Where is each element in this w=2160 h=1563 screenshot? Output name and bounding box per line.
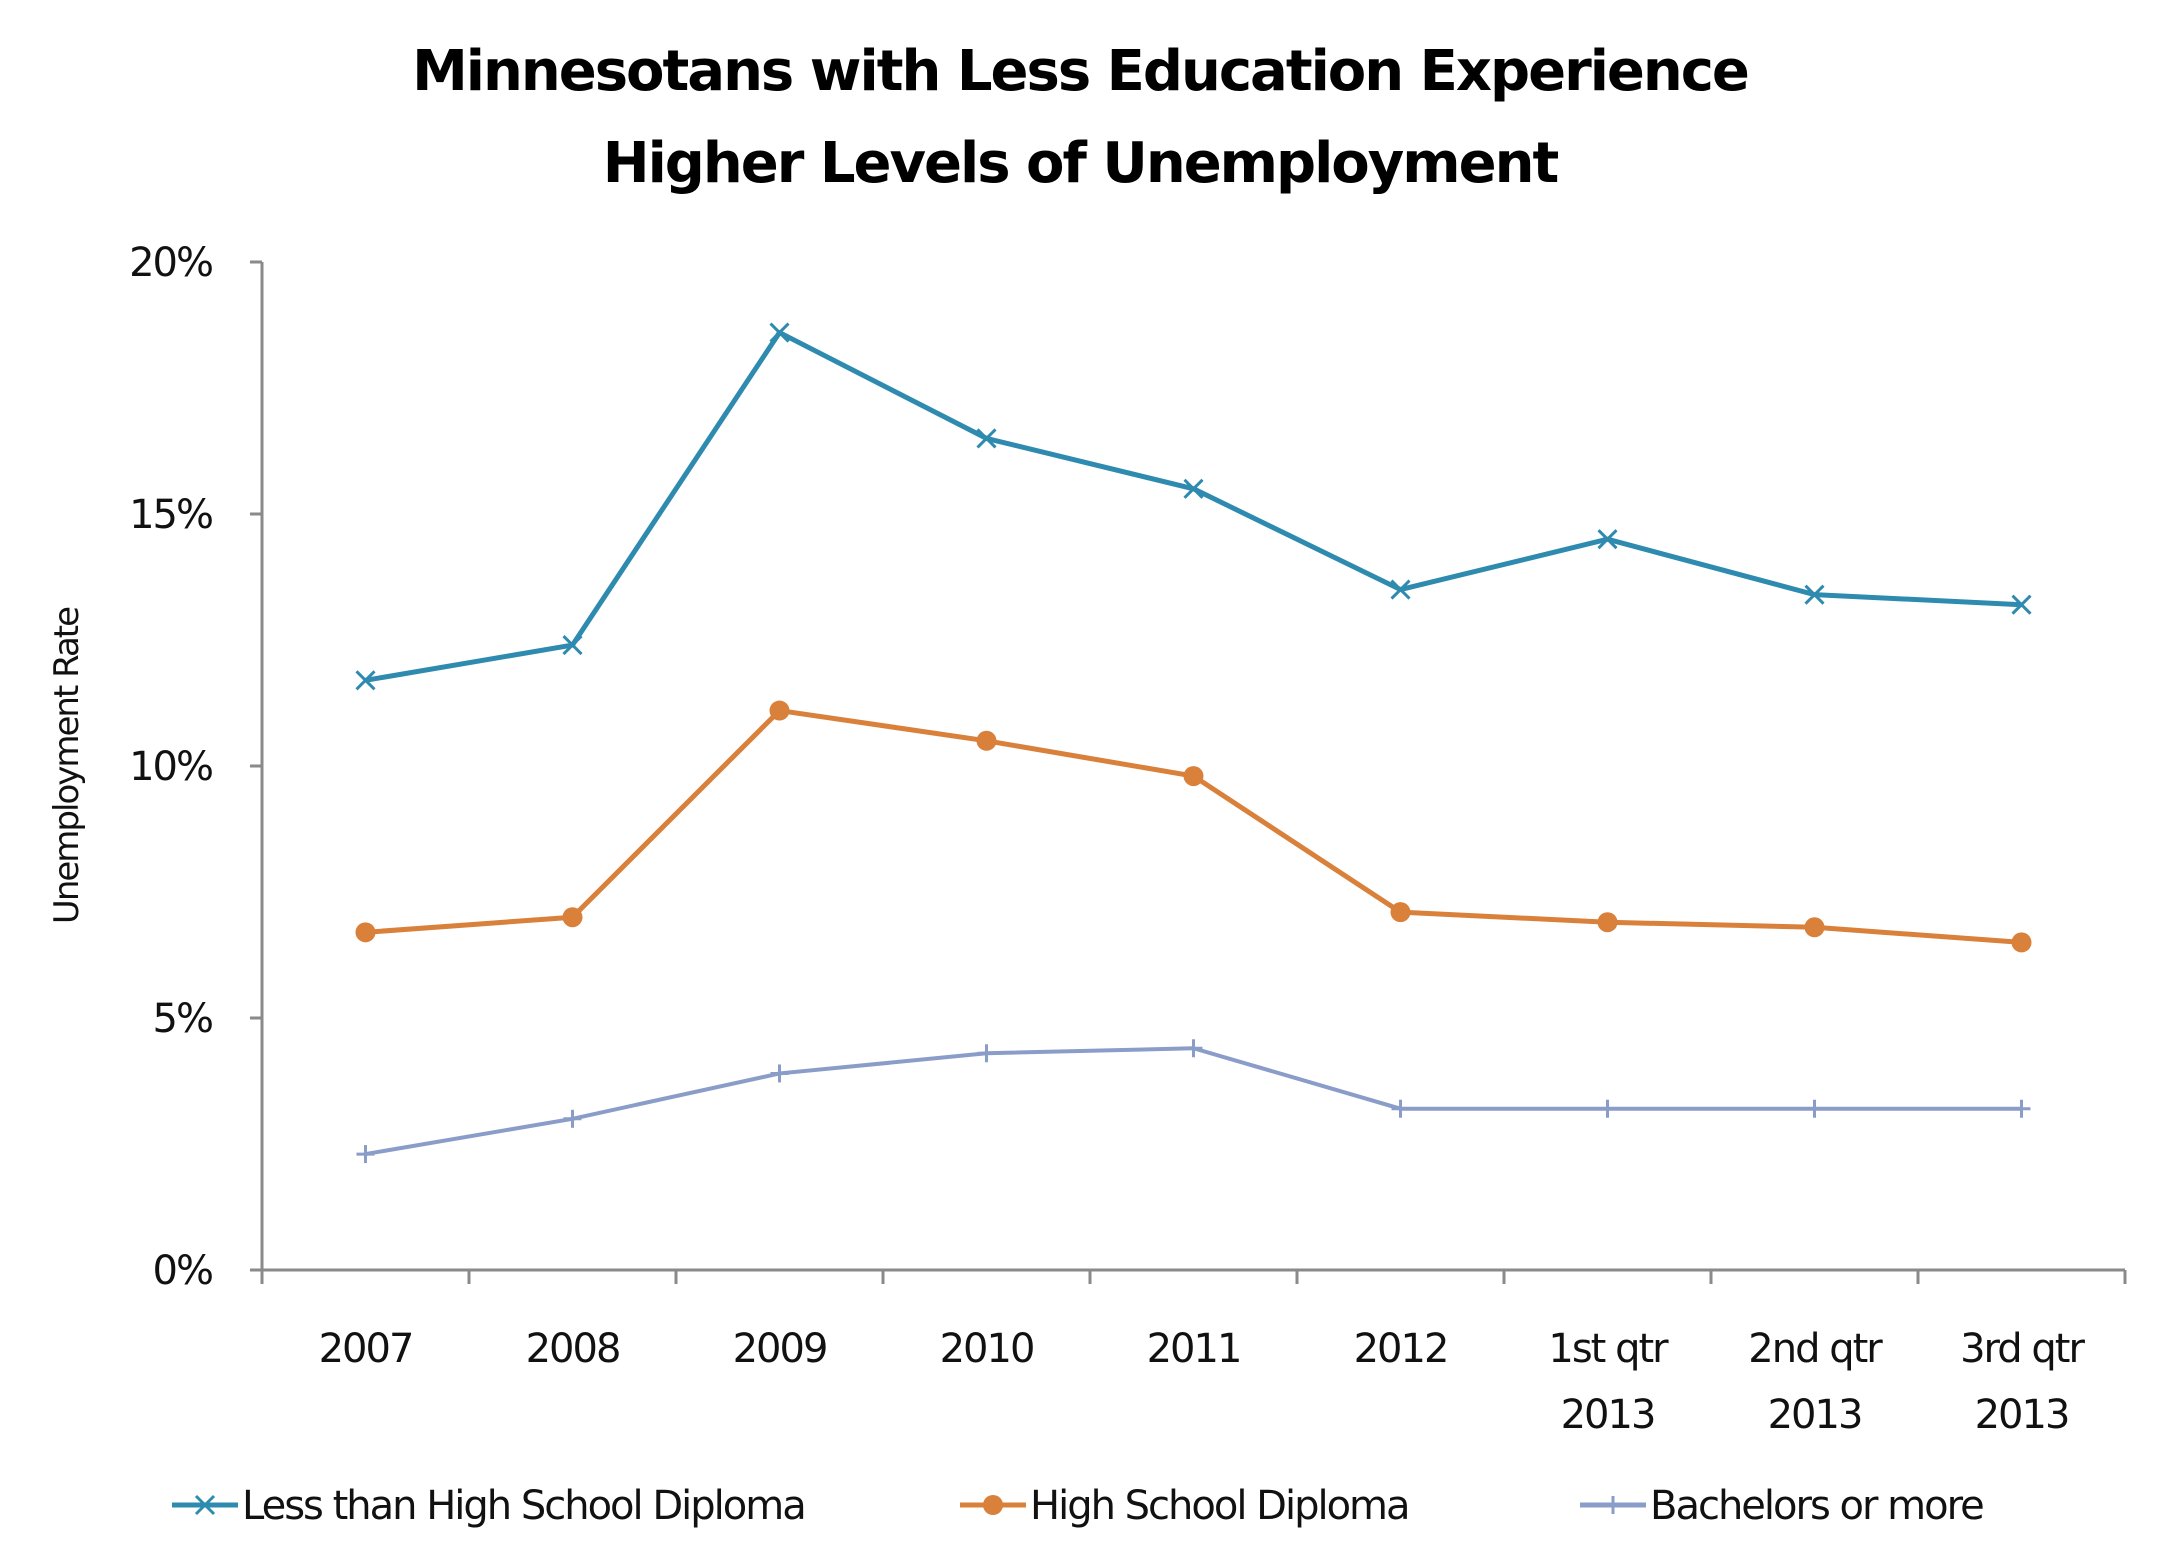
data-point-plus [1604, 1496, 1622, 1514]
x-tick-label: 2010 [940, 1326, 1034, 1372]
data-point-x [1183, 478, 1204, 499]
marker-stroke [194, 1494, 216, 1516]
series-line [365, 1046, 2022, 1157]
data-point-x [355, 670, 376, 691]
data-point-x [562, 634, 583, 656]
x-tick-label: 2012 [1354, 1326, 1448, 1372]
x-tick-label: 2013 [1561, 1392, 1655, 1438]
series-3 [356, 1039, 2031, 1164]
legend-label: Bachelors or more [1650, 1483, 1983, 1529]
data-point-x [1390, 579, 1411, 600]
legend: Less than High School Diploma High School… [172, 1483, 1985, 1529]
data-point-x [976, 428, 997, 449]
data-point-plus [2012, 1099, 2031, 1118]
series-group [355, 322, 2032, 1164]
y-tick-label: 15% [129, 492, 212, 538]
y-tick-labels: 0% 5% 10% 15% 20% [129, 240, 214, 1294]
x-tick-label: 3rd qtr [1960, 1326, 2085, 1372]
marker-stroke [562, 634, 583, 656]
legend-item: Less than High School Diploma [172, 1483, 807, 1529]
data-point-circle [1597, 912, 1618, 933]
legend-label: High School Diploma [1030, 1483, 1409, 1529]
data-point-x [1804, 584, 1825, 605]
y-axis-label: Unemployment Rate [47, 607, 87, 924]
data-point-plus [977, 1044, 996, 1063]
data-point-x [2011, 594, 2032, 615]
x-tick-label: 2011 [1147, 1326, 1241, 1372]
x-tick-labels: 2007 2008 2009 2010 2011 2012 1st qtr 2013 2nd q… [319, 1326, 2088, 1438]
series-1 [355, 322, 2032, 691]
marker-stroke [1183, 478, 1204, 499]
legend-label: Less than High School Diploma [242, 1483, 805, 1529]
legend-item: Bachelors or more [1580, 1483, 1985, 1529]
x-tick-label: 2013 [1768, 1392, 1862, 1438]
marker-stroke [355, 670, 376, 691]
x-tick-label: 2009 [733, 1326, 827, 1372]
x-tick-label: 2nd qtr [1748, 1326, 1883, 1372]
data-point-plus [1598, 1099, 1617, 1118]
y-tick-label: 5% [153, 996, 212, 1042]
chart-title-line-2: Higher Levels of Unemployment [603, 131, 1559, 196]
marker-stroke [976, 428, 997, 449]
chart-title-line-1: Minnesotans with Less Education Experien… [412, 39, 1748, 104]
data-point-circle [976, 730, 997, 751]
x-tick-label: 2013 [1975, 1392, 2069, 1438]
marker-stroke [1390, 579, 1411, 600]
marker-stroke [769, 322, 790, 343]
x-tick-label: 1st qtr [1548, 1326, 1669, 1372]
data-point-circle [769, 700, 790, 721]
series-line [365, 330, 2022, 683]
data-point-plus [770, 1064, 789, 1083]
data-point-plus [356, 1145, 375, 1164]
data-point-circle [1804, 917, 1825, 938]
data-point-circle [355, 922, 376, 943]
series-2 [355, 700, 2032, 953]
axes [250, 260, 2127, 1284]
y-tick-label: 20% [129, 240, 212, 286]
data-point-plus [1184, 1039, 1203, 1058]
marker-stroke [1597, 529, 1618, 550]
x-tick-label: 2008 [526, 1326, 620, 1372]
data-point-x [194, 1494, 216, 1516]
series-line [365, 708, 2022, 945]
x-tick-label: 2007 [319, 1326, 413, 1372]
data-point-plus [1391, 1099, 1410, 1118]
marker-stroke [1804, 584, 1825, 605]
data-point-circle [1390, 902, 1411, 923]
data-point-circle [1183, 766, 1204, 787]
data-point-circle [2011, 932, 2032, 953]
marker-stroke [2011, 594, 2032, 615]
y-tick-label: 0% [153, 1248, 212, 1294]
legend-item: High School Diploma [960, 1483, 1411, 1529]
data-point-x [769, 322, 790, 343]
y-tick-label: 10% [129, 744, 212, 790]
data-point-plus [1805, 1099, 1824, 1118]
data-point-x [1597, 529, 1618, 550]
data-point-circle [983, 1495, 1003, 1515]
data-point-plus [563, 1109, 582, 1128]
data-point-circle [562, 907, 583, 928]
